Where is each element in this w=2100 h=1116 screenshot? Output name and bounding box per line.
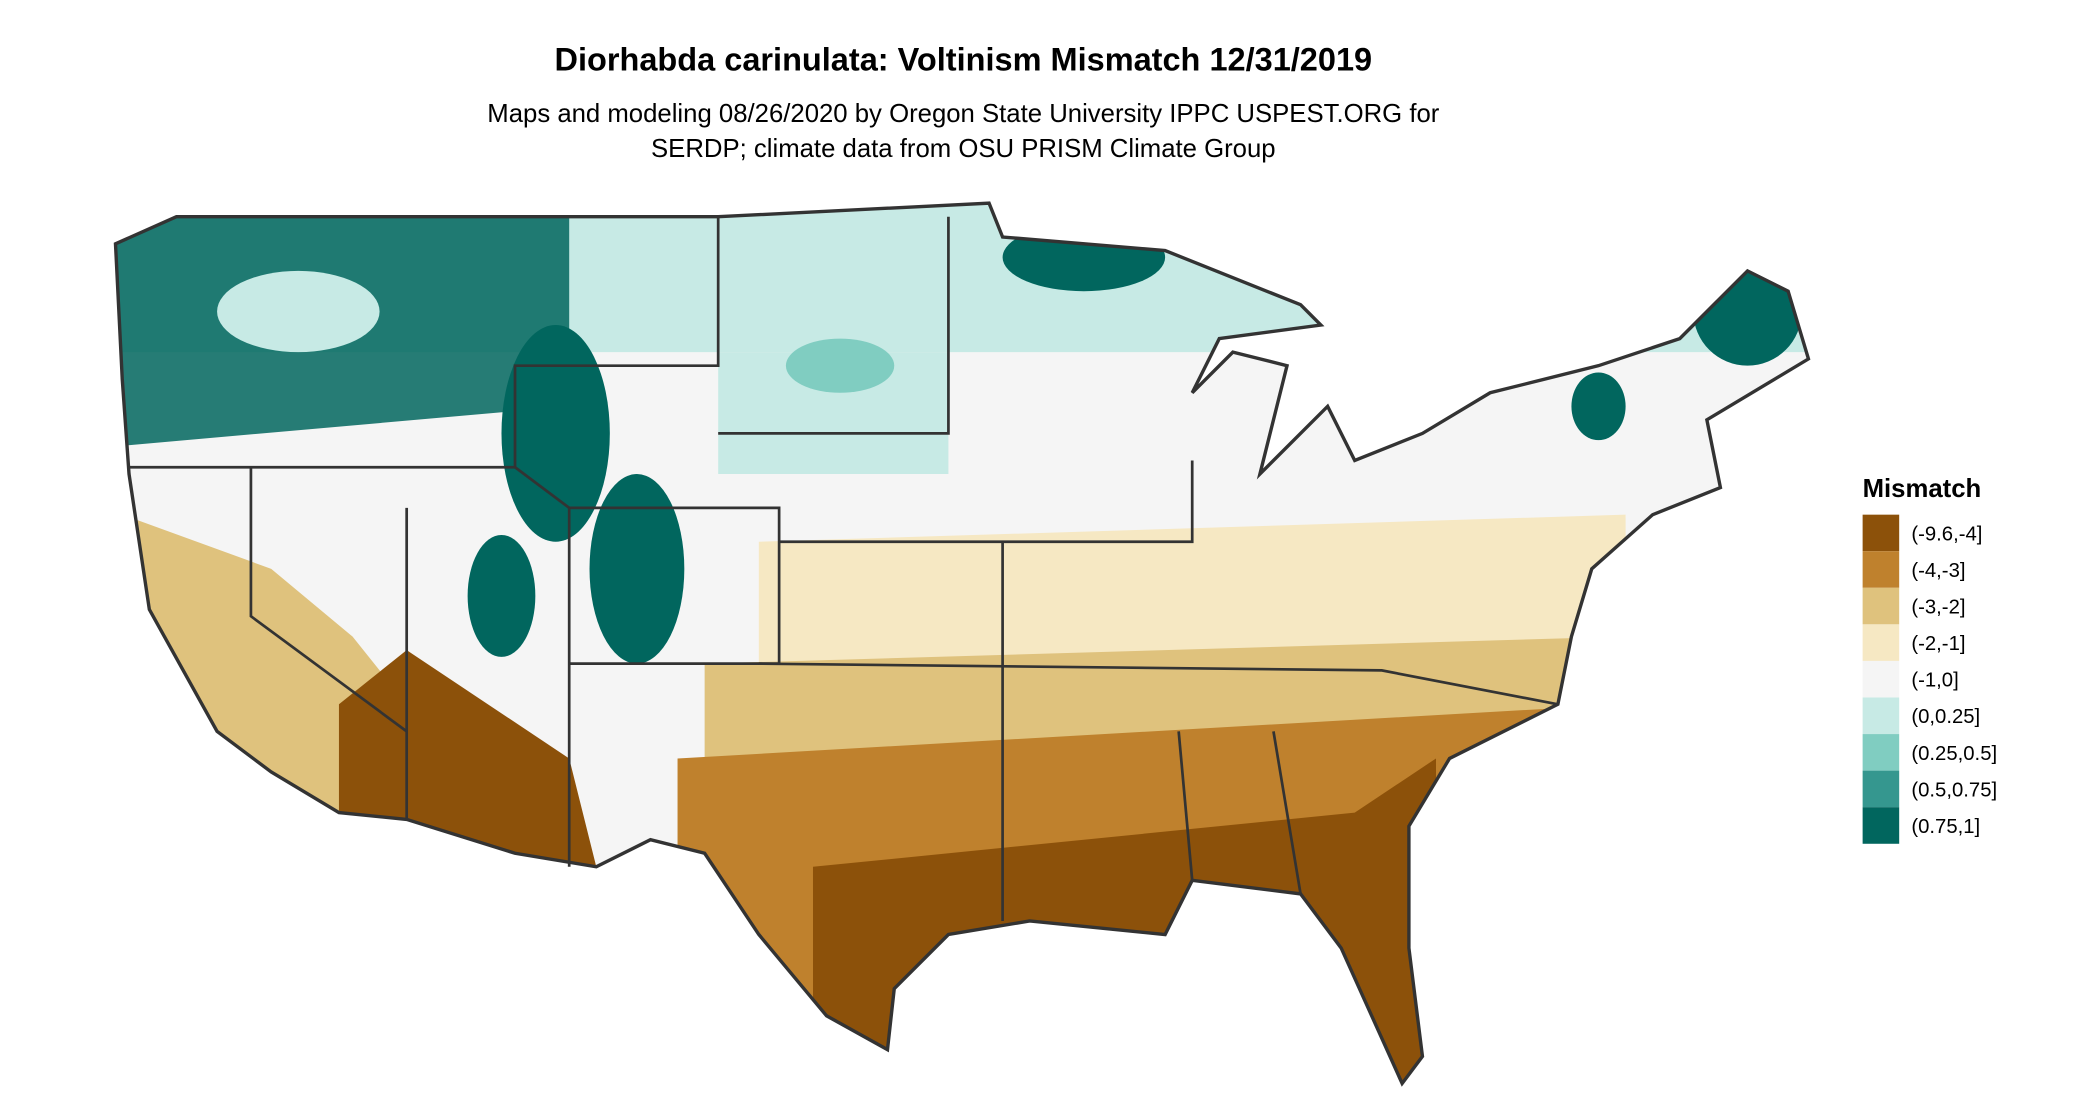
legend-swatch bbox=[1862, 587, 1900, 625]
legend-label: (0.5,0.75] bbox=[1911, 779, 1997, 801]
legend: (-9.6,-4] (-4,-3] (-3,-2] (-2,-1] (-1,0] (0,0… bbox=[1862, 514, 1997, 844]
legend-swatch bbox=[1862, 697, 1900, 735]
legend-swatch bbox=[1862, 734, 1900, 771]
legend-title: Mismatch bbox=[1863, 475, 1982, 503]
subtitle-line: Maps and modeling 08/26/2020 by Oregon S… bbox=[487, 100, 1439, 128]
legend-swatch bbox=[1862, 770, 1900, 808]
legend-label: (-9.6,-4] bbox=[1911, 523, 1982, 545]
legend-label: (-3,-2] bbox=[1911, 597, 1965, 619]
legend-swatch bbox=[1862, 807, 1900, 844]
state-borders bbox=[129, 216, 1559, 921]
legend-swatch bbox=[1862, 624, 1900, 661]
legend-swatch bbox=[1862, 551, 1900, 588]
legend-swatch bbox=[1862, 660, 1900, 698]
legend-label: (0.75,1] bbox=[1911, 816, 1980, 838]
legend-label: (0.25,0.5] bbox=[1911, 743, 1997, 765]
subtitle-line: SERDP; climate data from OSU PRISM Clima… bbox=[651, 135, 1276, 163]
legend-label: (-2,-1] bbox=[1911, 633, 1965, 655]
legend-swatch bbox=[1862, 514, 1900, 552]
title: Diorhabda carinulata: Voltinism Mismatch… bbox=[555, 41, 1373, 77]
legend-label: (0,0.25] bbox=[1911, 706, 1980, 728]
legend-label: (-1,0] bbox=[1911, 670, 1958, 692]
legend-label: (-4,-3] bbox=[1911, 560, 1965, 582]
